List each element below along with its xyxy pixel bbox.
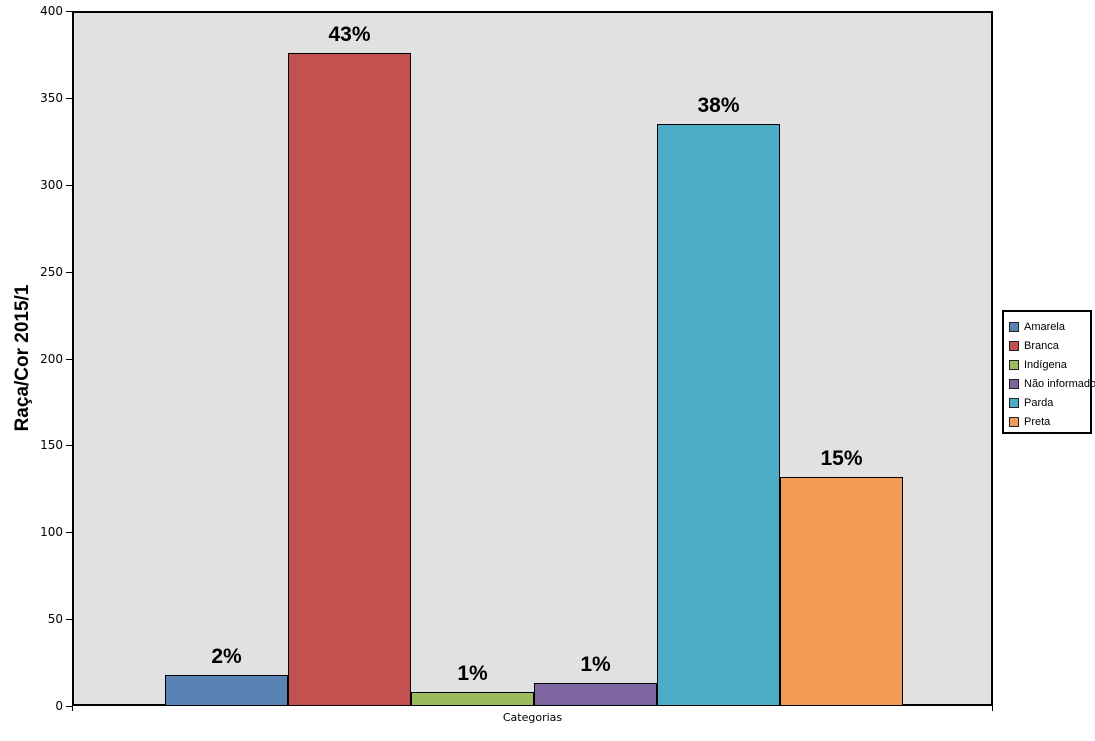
bar-indigena bbox=[411, 692, 534, 706]
y-tick-mark bbox=[66, 445, 72, 447]
legend: Amarela Branca Indígena Não informado Parda P… bbox=[1002, 310, 1095, 434]
legend-item-amarela: Amarela bbox=[1009, 317, 1090, 336]
bar-value-label-amarela: 2% bbox=[211, 644, 242, 668]
bar-preta bbox=[780, 476, 903, 706]
bar-value-label-preta: 15% bbox=[820, 446, 863, 470]
bar-value-label-nao-informado: 1% bbox=[580, 653, 611, 677]
y-tick-label: 350 bbox=[40, 90, 63, 105]
y-tick-label: 50 bbox=[47, 612, 63, 627]
y-tick-mark bbox=[66, 619, 72, 621]
y-tick-label: 200 bbox=[40, 351, 63, 366]
y-tick-mark bbox=[66, 706, 72, 707]
bar-value-label-branca: 43% bbox=[328, 22, 371, 46]
y-tick-label: 150 bbox=[40, 438, 63, 453]
bar-value-label-indigena: 1% bbox=[457, 662, 488, 686]
x-tick-mark bbox=[72, 704, 73, 711]
legend-item-indigena: Indígena bbox=[1009, 355, 1090, 374]
legend-label: Parda bbox=[1024, 396, 1054, 409]
bar-branca bbox=[288, 52, 411, 706]
legend-swatch-icon bbox=[1009, 359, 1019, 370]
y-tick-label: 100 bbox=[40, 525, 63, 540]
y-tick-label: 300 bbox=[40, 177, 63, 192]
legend-swatch-icon bbox=[1009, 378, 1019, 389]
legend-item-branca: Branca bbox=[1009, 336, 1090, 355]
y-tick-mark bbox=[66, 271, 72, 273]
y-tick-label: 400 bbox=[40, 4, 63, 18]
y-tick-label: 250 bbox=[40, 264, 63, 279]
y-tick-mark bbox=[66, 184, 72, 186]
legend-swatch-icon bbox=[1009, 397, 1019, 408]
y-tick-mark bbox=[66, 358, 72, 360]
legend-label: Branca bbox=[1024, 339, 1059, 352]
bar-amarela bbox=[165, 674, 288, 706]
y-tick-mark bbox=[66, 97, 72, 99]
legend-swatch-icon bbox=[1009, 416, 1019, 427]
y-tick-label: 0 bbox=[55, 699, 63, 713]
legend-label: Não informado bbox=[1024, 377, 1095, 390]
x-axis-label: Categorias bbox=[502, 711, 563, 724]
bar-value-label-parda: 38% bbox=[697, 93, 740, 117]
bar-nao-informado bbox=[534, 683, 657, 706]
legend-item-parda: Parda bbox=[1009, 393, 1090, 412]
legend-label: Indígena bbox=[1024, 358, 1067, 371]
legend-swatch-icon bbox=[1009, 321, 1019, 332]
legend-item-preta: Preta bbox=[1009, 412, 1090, 431]
bar-parda bbox=[657, 123, 780, 706]
legend-label: Preta bbox=[1024, 415, 1051, 428]
legend-swatch-icon bbox=[1009, 340, 1019, 351]
y-tick-mark bbox=[66, 532, 72, 534]
x-tick-mark bbox=[992, 704, 993, 711]
y-tick-mark bbox=[66, 11, 72, 12]
legend-item-nao-informado: Não informado bbox=[1009, 374, 1095, 393]
legend-label: Amarela bbox=[1024, 320, 1065, 333]
